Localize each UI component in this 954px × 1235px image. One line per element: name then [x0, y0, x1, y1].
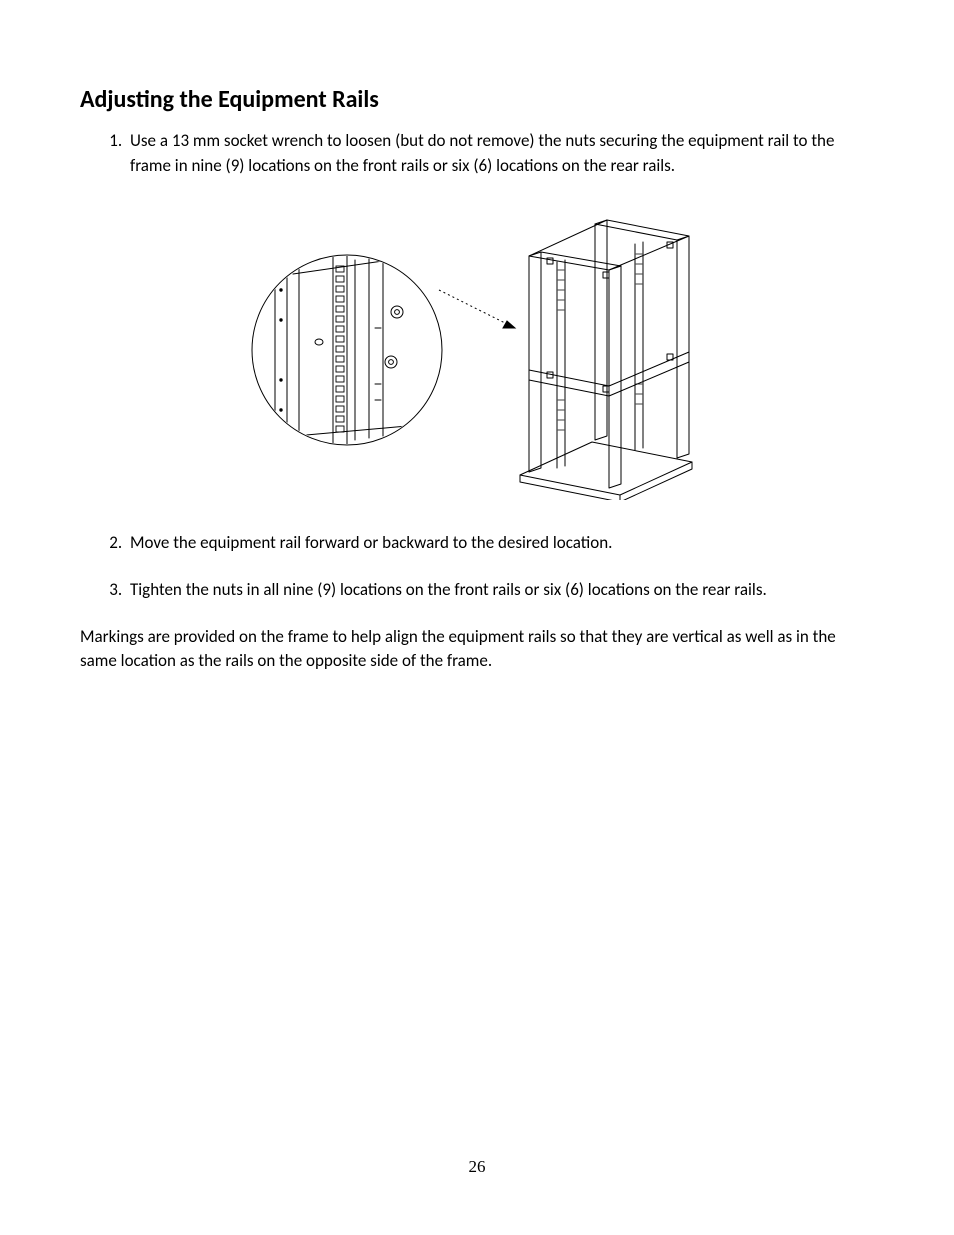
page-number: 26: [0, 1157, 954, 1177]
closing-paragraph: Markings are provided on the frame to he…: [80, 625, 874, 674]
instruction-step: Use a 13 mm socket wrench to loosen (but…: [126, 129, 874, 178]
instruction-list-continued: Move the equipment rail forward or backw…: [80, 531, 874, 602]
document-page: Adjusting the Equipment Rails Use a 13 m…: [0, 0, 954, 1235]
rail-adjustment-diagram: [247, 200, 707, 500]
instruction-step: Tighten the nuts in all nine (9) locatio…: [126, 578, 874, 603]
instruction-list: Use a 13 mm socket wrench to loosen (but…: [80, 129, 874, 178]
instruction-step: Move the equipment rail forward or backw…: [126, 531, 874, 556]
section-heading: Adjusting the Equipment Rails: [80, 85, 874, 115]
figure-container: [80, 200, 874, 505]
